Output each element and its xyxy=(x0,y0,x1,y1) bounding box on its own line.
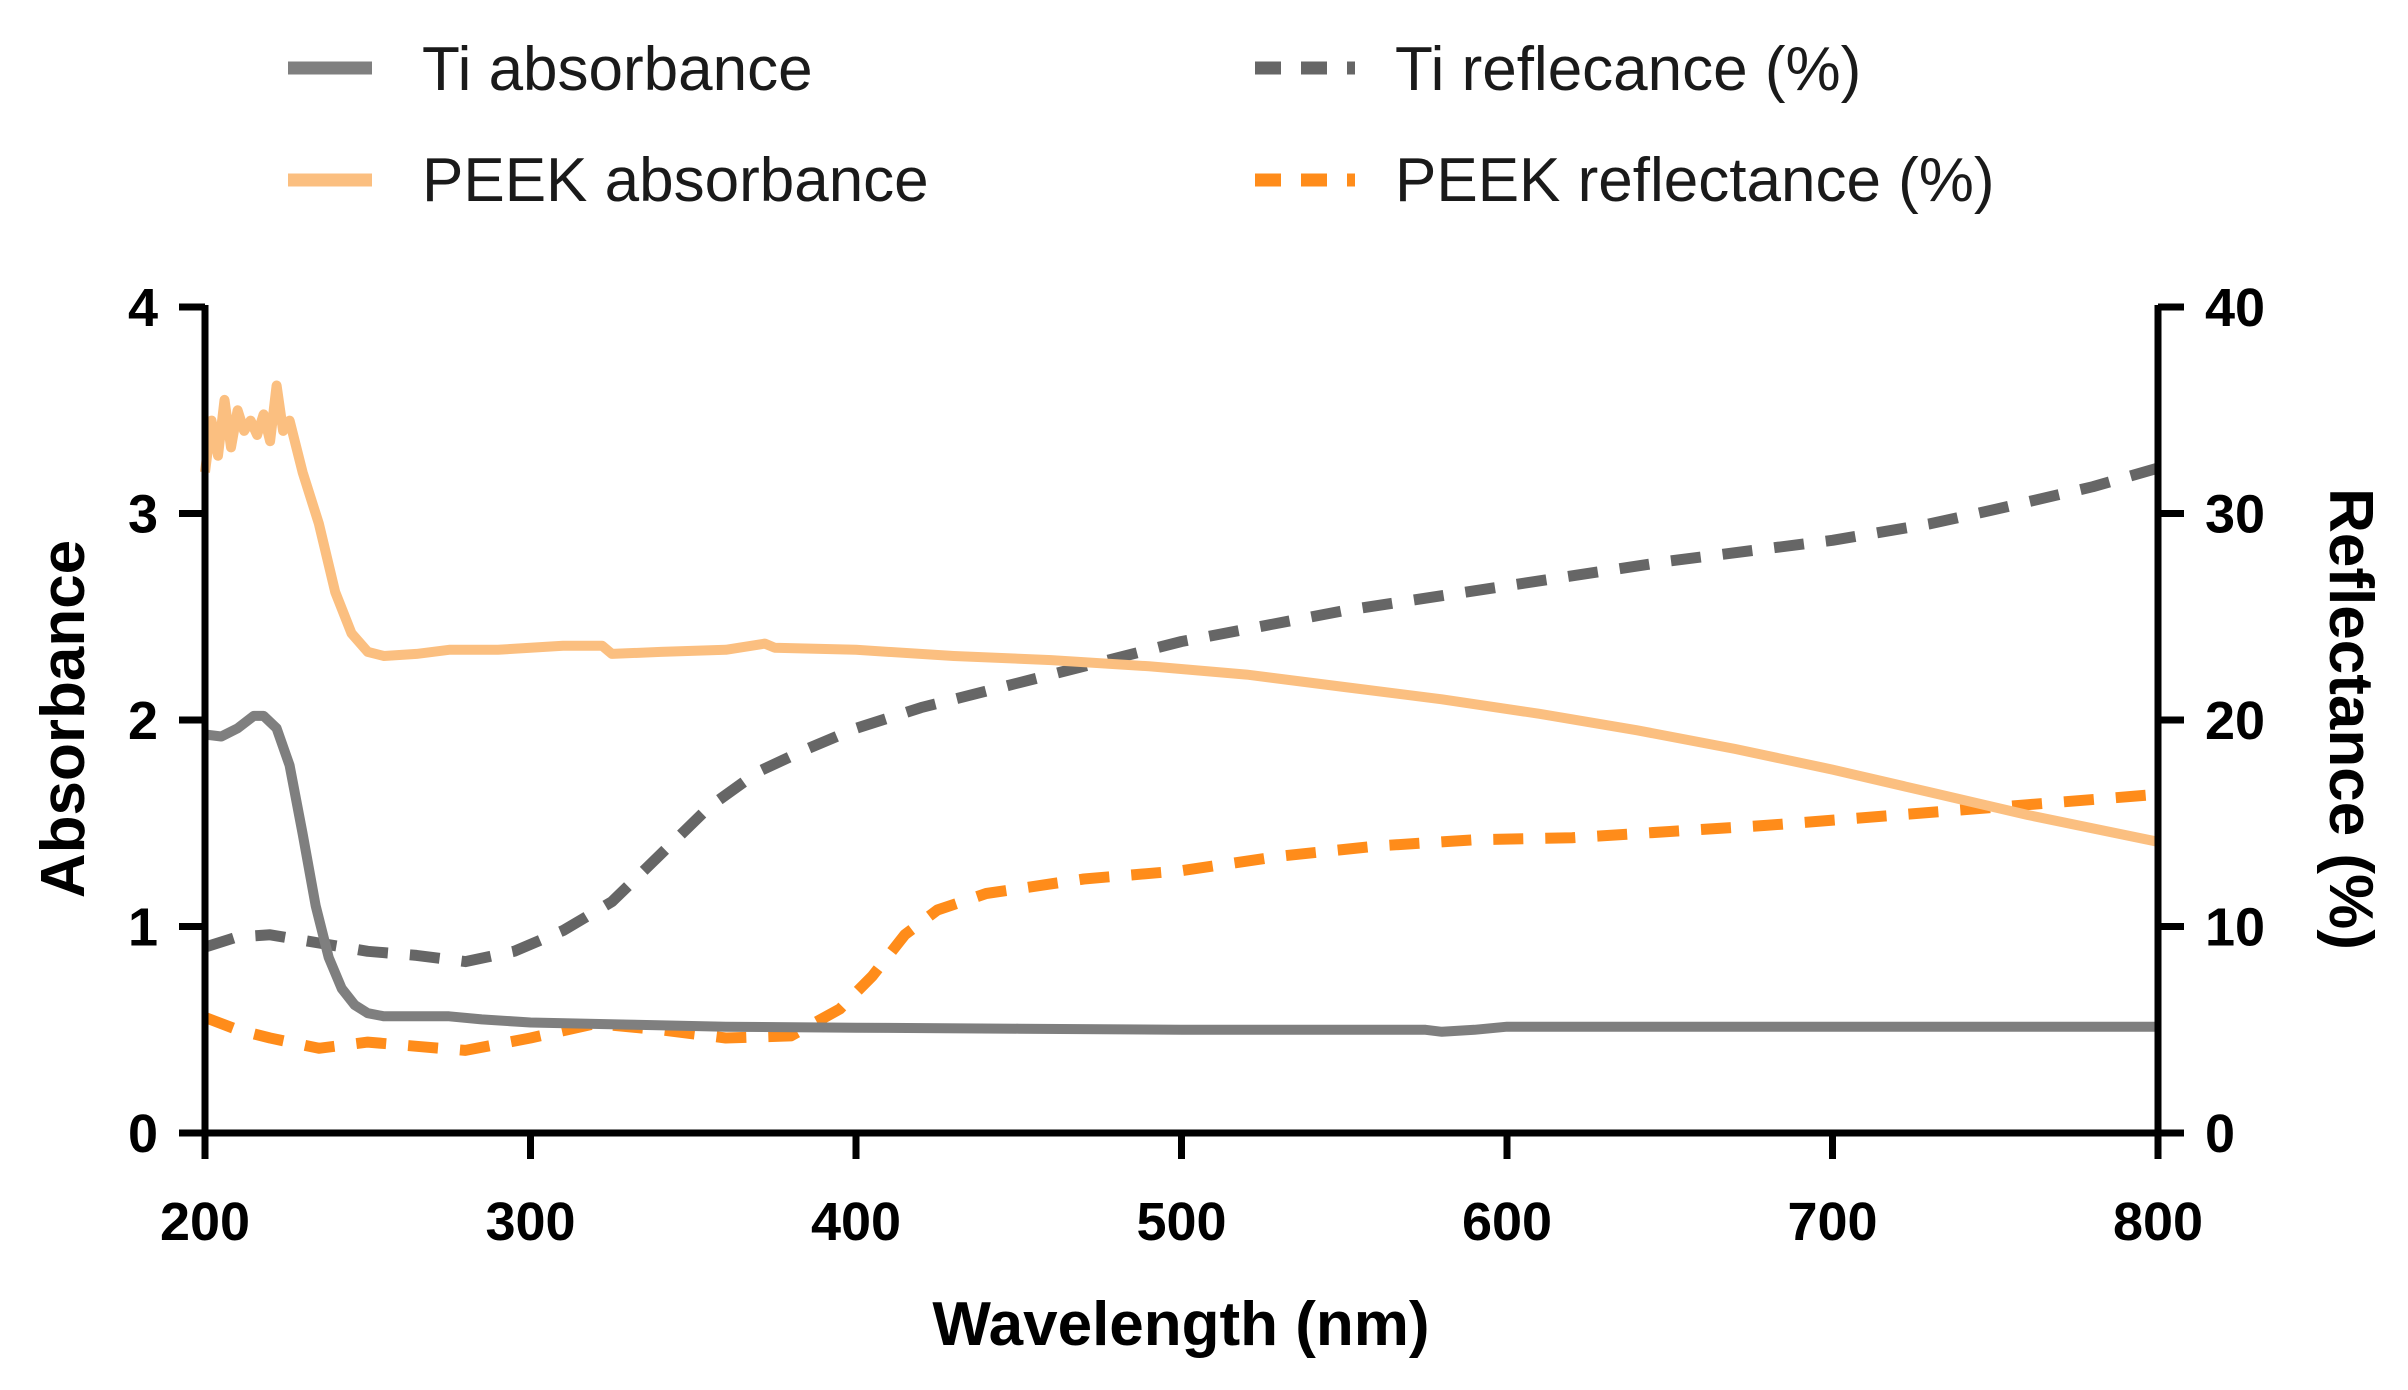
y-right-tick-label: 20 xyxy=(2205,691,2265,751)
y-left-tick-label: 3 xyxy=(128,485,158,545)
x-ticks: 200 300 400 500 600 700 800 xyxy=(160,1133,2203,1252)
legend: Ti absorbance PEEK absorbance Ti refleca… xyxy=(288,35,1995,215)
series-peek-reflectance xyxy=(203,788,2159,1056)
x-axis-title: Wavelength (nm) xyxy=(932,1290,1429,1359)
series-ti-reflectance xyxy=(203,462,2160,968)
y-left-tick-label: 0 xyxy=(128,1104,158,1164)
x-tick-label: 500 xyxy=(1136,1192,1226,1252)
x-tick-label: 200 xyxy=(160,1192,250,1252)
axes xyxy=(201,305,2162,1137)
y-left-tick-label: 2 xyxy=(128,691,158,751)
x-tick-label: 300 xyxy=(485,1192,575,1252)
y-right-tick-label: 10 xyxy=(2205,898,2265,958)
legend-label-peek-absorbance: PEEK absorbance xyxy=(422,146,929,215)
y-left-tick-label: 1 xyxy=(128,898,158,958)
y-right-tick-label: 30 xyxy=(2205,485,2265,545)
series-ti-absorbance xyxy=(204,710,2158,1037)
y-right-ticks: 0 10 20 30 40 xyxy=(2158,278,2265,1164)
legend-label-ti-absorbance: Ti absorbance xyxy=(422,35,813,104)
x-tick-label: 800 xyxy=(2113,1192,2203,1252)
x-tick-label: 600 xyxy=(1462,1192,1552,1252)
legend-label-peek-reflectance: PEEK reflectance (%) xyxy=(1395,146,1995,215)
y-right-tick-label: 0 xyxy=(2205,1104,2235,1164)
y-right-tick-label: 40 xyxy=(2205,278,2265,338)
x-tick-label: 400 xyxy=(811,1192,901,1252)
y-left-tick-label: 4 xyxy=(128,278,158,338)
series-group xyxy=(200,380,2160,1056)
y-left-ticks: 0 1 2 3 4 xyxy=(128,278,205,1164)
y-axis-title: Absorbance xyxy=(29,540,98,898)
x-tick-label: 700 xyxy=(1787,1192,1877,1252)
series-peek-absorbance xyxy=(200,380,2160,847)
y2-axis-title: Reflectance (%) xyxy=(2316,488,2385,950)
legend-label-ti-reflectance: Ti reflecance (%) xyxy=(1395,35,1861,104)
